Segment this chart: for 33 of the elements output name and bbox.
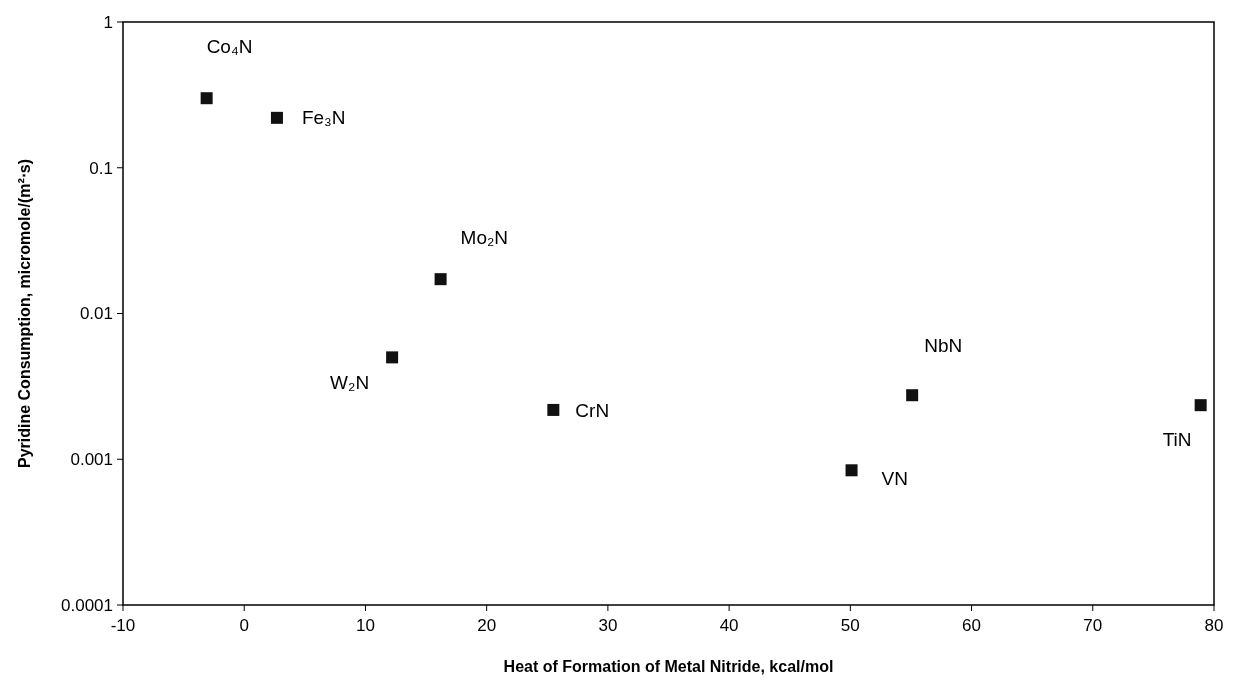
point [845, 464, 858, 477]
annotation: CrN [575, 399, 610, 421]
y-tick-label: 1 [103, 12, 113, 32]
x-tick-label: 0 [239, 616, 249, 635]
annotation: Mo₂N [460, 226, 509, 248]
x-tick-label: 70 [1083, 616, 1103, 635]
point [200, 92, 213, 105]
x-tick-label: 20 [477, 616, 497, 635]
point [386, 351, 399, 364]
y-tick-label: 0.01 [79, 304, 113, 324]
point [434, 273, 447, 286]
y-tick-label: 0.1 [89, 158, 113, 178]
annotation: TiN [1162, 428, 1192, 450]
x-axis-title: Heat of Formation of Metal Nitride, kcal/mol [503, 658, 834, 675]
point [1194, 399, 1207, 412]
annotation: W₂N [330, 372, 370, 394]
x-tick-label: 30 [598, 616, 618, 635]
annotation: Fe₃N [301, 107, 346, 129]
x-tick-label: 40 [719, 616, 739, 635]
y-axis-title: Pyridine Consumption, micromole/(m²⋅s) [16, 158, 33, 469]
annotation: VN [881, 467, 908, 489]
annotation: NbN [924, 334, 963, 356]
y-tick-label: 0.0001 [61, 595, 113, 615]
annotation: Co₄N [206, 35, 253, 57]
x-tick-label: 80 [1204, 616, 1224, 635]
x-tick-label: 50 [840, 616, 860, 635]
point [270, 111, 283, 124]
x-tick-label: -10 [110, 616, 136, 635]
point [547, 403, 560, 416]
x-tick-label: 10 [355, 616, 375, 635]
point [906, 389, 919, 402]
y-tick-label: 0.001 [70, 450, 113, 470]
x-tick-label: 60 [962, 616, 982, 635]
